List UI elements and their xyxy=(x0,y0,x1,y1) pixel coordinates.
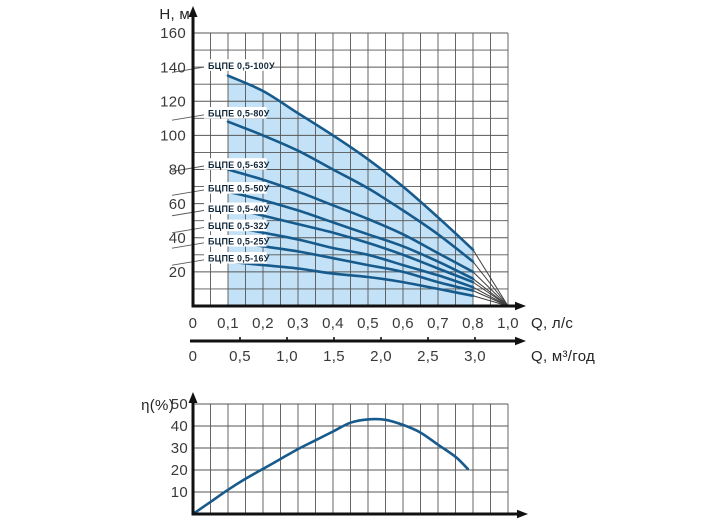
secondary-flow-axis-title: Q, м³/год xyxy=(531,348,595,365)
convergence-line xyxy=(472,290,509,307)
flow-tick-label: 0,8 xyxy=(462,315,484,332)
pump-curve xyxy=(226,205,475,284)
secondary-tick-label: 2,5 xyxy=(417,348,439,365)
efficiency-axis-title: η(%) xyxy=(141,397,174,414)
secondary-flow-axis: 0 0,5 1,0 1,5 2,0 2,5 3,0 xyxy=(189,336,526,365)
head-axis-arrow xyxy=(188,6,198,17)
pump-label-box xyxy=(204,234,267,247)
efficiency-axis-arrow xyxy=(188,392,198,403)
flow-tick-label: 0,4 xyxy=(322,315,344,332)
pump-label-box xyxy=(204,219,267,232)
pump-curve xyxy=(226,224,475,289)
head-tick-label: 120 xyxy=(160,93,186,110)
label-leader-line xyxy=(171,165,206,172)
label-leader-line xyxy=(171,66,206,73)
convergence-line xyxy=(472,286,509,307)
convergence-line xyxy=(472,271,509,307)
pump-label-box xyxy=(204,106,267,119)
pump-label: БЦПЕ 0,5-80У xyxy=(208,109,270,119)
pump-label-box xyxy=(204,182,267,194)
top-chart-tick-labels: 160 140 120 100 80 60 40 20 0 0,1 0,2 0,3 0,4 0,5 0,6 0… xyxy=(160,25,519,332)
pump-label-box xyxy=(204,252,267,264)
flow-tick-label: 0,5 xyxy=(357,315,379,332)
convergence-line xyxy=(472,281,509,307)
pump-label: БЦПЕ 0,5-32У xyxy=(208,221,270,231)
convergence-line xyxy=(472,295,509,307)
flow-axis-arrow xyxy=(515,301,526,311)
secondary-tick-label: 3,0 xyxy=(464,348,486,365)
head-tick-label: 160 xyxy=(160,25,186,42)
efficiency-tick-label: 50 xyxy=(171,396,188,413)
pump-head-curves xyxy=(226,74,475,298)
head-axis-title: Н, м xyxy=(159,6,190,23)
secondary-tick-label: 2,0 xyxy=(370,348,392,365)
pump-label-box xyxy=(204,59,272,71)
head-tick-label: 60 xyxy=(169,196,186,213)
efficiency-x-axis-arrow xyxy=(517,509,528,519)
flow-tick-label: 0,6 xyxy=(392,315,414,332)
flow-tick-label: 0,2 xyxy=(252,315,274,332)
head-tick-label: 40 xyxy=(169,230,186,247)
label-leader-line xyxy=(171,259,206,266)
pump-label: БЦПЕ 0,5-25У xyxy=(208,237,270,247)
flow-tick-label: 0,1 xyxy=(217,315,239,332)
efficiency-tick-label: 10 xyxy=(171,484,188,501)
pump-curve xyxy=(226,74,475,251)
efficiency-chart-axes xyxy=(188,392,528,519)
efficiency-tick-labels: 50 40 30 20 10 xyxy=(171,396,188,501)
secondary-tick-label: 1,5 xyxy=(323,348,345,365)
flow-tick-label: 0,7 xyxy=(427,315,449,332)
secondary-tick-label: 0,5 xyxy=(229,348,251,365)
top-chart-axes xyxy=(188,6,526,311)
label-leader-line xyxy=(171,114,206,121)
secondary-tick-label: 1,0 xyxy=(276,348,298,365)
head-tick-label: 20 xyxy=(169,264,186,281)
label-leader-line xyxy=(171,242,206,249)
efficiency-tick-label: 30 xyxy=(171,440,188,457)
secondary-tick-label: 0 xyxy=(189,348,198,365)
pump-curve xyxy=(226,190,475,280)
head-tick-label: 100 xyxy=(160,128,186,145)
pump-label: БЦПЕ 0,5-63У xyxy=(208,160,270,170)
curve-convergence-fan xyxy=(472,249,509,307)
efficiency-curve xyxy=(191,417,470,516)
flow-tick-label: 0 xyxy=(189,315,198,332)
efficiency-tick-label: 20 xyxy=(171,462,188,479)
head-tick-label: 140 xyxy=(160,59,186,76)
pump-label: БЦПЕ 0,5-50У xyxy=(208,184,270,194)
pump-label-box xyxy=(204,158,267,170)
pump-label: БЦПЕ 0,5-16У xyxy=(208,254,270,264)
pump-curve xyxy=(226,260,475,298)
pump-curve xyxy=(226,239,475,292)
label-leader-line xyxy=(171,189,206,196)
efficiency-chart-grid xyxy=(193,403,509,514)
pump-label: БЦПЕ 0,5-100У xyxy=(208,61,275,71)
pump-label-box xyxy=(204,202,267,215)
pump-curve xyxy=(226,168,475,274)
pump-curve xyxy=(226,120,475,263)
pump-model-labels: БЦПЕ 0,5-100У БЦПЕ 0,5-80У БЦПЕ 0,5-63У БЦП… xyxy=(171,59,275,266)
head-tick-label: 80 xyxy=(169,162,186,179)
pump-label: БЦПЕ 0,5-40У xyxy=(208,204,270,214)
convergence-line xyxy=(472,261,509,307)
flow-tick-label: 1,0 xyxy=(497,315,519,332)
efficiency-curve-path xyxy=(191,417,470,516)
label-leader-line xyxy=(171,209,206,217)
secondary-axis-arrow xyxy=(515,336,526,346)
label-leader-line xyxy=(171,226,206,234)
convergence-line xyxy=(472,249,509,307)
flow-axis-title: Q, л/с xyxy=(531,315,573,332)
flow-tick-label: 0,3 xyxy=(287,315,309,332)
efficiency-tick-label: 40 xyxy=(171,418,188,435)
